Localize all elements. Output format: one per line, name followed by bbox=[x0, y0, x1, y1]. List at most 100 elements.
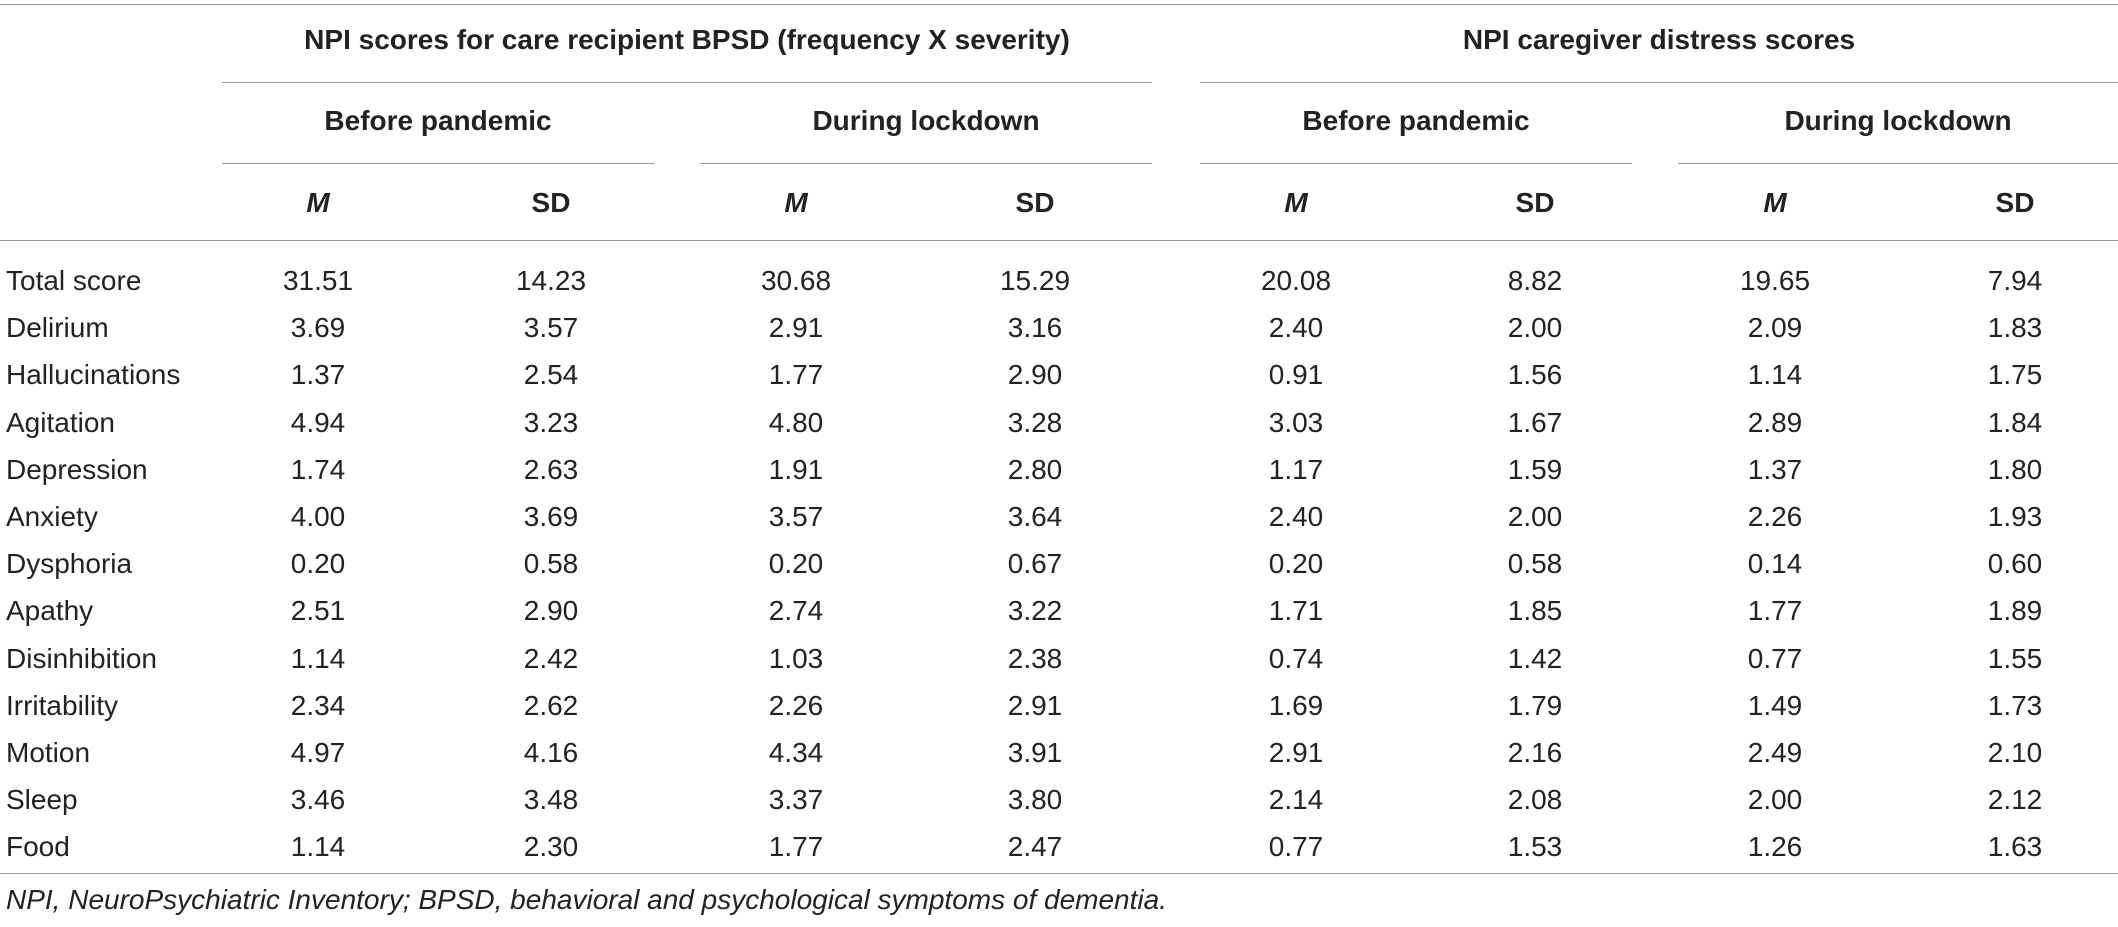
table-row: Total score 31.51 14.23 30.68 15.29 20.0… bbox=[0, 257, 2118, 304]
row-label: Total score bbox=[6, 265, 142, 296]
cell-value: 1.63 bbox=[1987, 831, 2043, 863]
cell-value: 1.75 bbox=[1987, 359, 2043, 391]
table-row: Sleep 3.46 3.48 3.37 3.80 2.14 2.08 2.00… bbox=[0, 776, 2118, 823]
cell-value: 1.73 bbox=[1987, 689, 2043, 721]
table-row: Dysphoria 0.20 0.58 0.20 0.67 0.20 0.58 … bbox=[0, 540, 2118, 587]
cell-value: 0.20 bbox=[1268, 548, 1324, 580]
cell-value: 2.08 bbox=[1507, 784, 1563, 816]
cell-value: 7.94 bbox=[1987, 265, 2043, 296]
table-bottom-rule bbox=[0, 873, 2118, 874]
cell-value: 1.77 bbox=[768, 831, 824, 863]
stat-header-sd: SD bbox=[1515, 187, 1555, 218]
cell-value: 1.74 bbox=[290, 453, 346, 485]
cell-value: 1.56 bbox=[1507, 359, 1563, 391]
cell-value: 2.62 bbox=[523, 689, 579, 721]
table-body: Total score 31.51 14.23 30.68 15.29 20.0… bbox=[0, 257, 2118, 870]
cell-value: 2.91 bbox=[1268, 736, 1324, 768]
cell-value: 1.89 bbox=[1987, 595, 2043, 627]
cell-value: 0.91 bbox=[1268, 359, 1324, 391]
cell-value: 1.83 bbox=[1987, 312, 2043, 344]
cell-value: 1.55 bbox=[1987, 642, 2043, 674]
stat-header-m: M bbox=[306, 187, 330, 218]
period-rule-bpsd-before bbox=[222, 163, 654, 164]
period-rule-bpsd-during bbox=[700, 163, 1152, 164]
cell-value: 8.82 bbox=[1507, 265, 1563, 296]
cell-value: 1.37 bbox=[290, 359, 346, 391]
cell-value: 2.49 bbox=[1747, 736, 1803, 768]
cell-value: 1.37 bbox=[1747, 453, 1803, 485]
cell-value: 1.69 bbox=[1268, 689, 1324, 721]
cell-value: 2.38 bbox=[1007, 642, 1063, 674]
row-label: Disinhibition bbox=[6, 642, 157, 674]
cell-value: 3.48 bbox=[523, 784, 579, 816]
cell-value: 3.37 bbox=[768, 784, 824, 816]
cell-value: 2.74 bbox=[768, 595, 824, 627]
cell-value: 0.58 bbox=[1507, 548, 1563, 580]
table-top-rule bbox=[0, 4, 2118, 5]
cell-value: 2.26 bbox=[768, 689, 824, 721]
group-header-bpsd: NPI scores for care recipient BPSD (freq… bbox=[304, 24, 1070, 55]
period-header-distress-during: During lockdown bbox=[1784, 105, 2012, 136]
row-label: Motion bbox=[6, 736, 91, 768]
table-row: Apathy 2.51 2.90 2.74 3.22 1.71 1.85 1.7… bbox=[0, 587, 2118, 634]
cell-value: 2.09 bbox=[1747, 312, 1803, 344]
cell-value: 1.14 bbox=[290, 831, 346, 863]
cell-value: 3.91 bbox=[1007, 736, 1063, 768]
row-label: Sleep bbox=[6, 784, 78, 816]
cell-value: 1.14 bbox=[1747, 359, 1803, 391]
cell-value: 3.69 bbox=[523, 500, 579, 532]
group-header-distress: NPI caregiver distress scores bbox=[1462, 24, 1856, 55]
cell-value: 2.10 bbox=[1987, 736, 2043, 768]
cell-value: 3.22 bbox=[1007, 595, 1063, 627]
cell-value: 2.54 bbox=[523, 359, 579, 391]
row-label: Anxiety bbox=[6, 500, 98, 532]
stat-header-sd: SD bbox=[531, 187, 571, 218]
table-row: Irritability 2.34 2.62 2.26 2.91 1.69 1.… bbox=[0, 682, 2118, 729]
cell-value: 2.00 bbox=[1507, 500, 1563, 532]
cell-value: 4.94 bbox=[290, 406, 346, 438]
group-rule-distress bbox=[1200, 82, 2118, 83]
cell-value: 3.03 bbox=[1268, 406, 1324, 438]
row-label: Delirium bbox=[6, 312, 109, 344]
cell-value: 2.47 bbox=[1007, 831, 1063, 863]
cell-value: 2.90 bbox=[523, 595, 579, 627]
cell-value: 31.51 bbox=[282, 265, 354, 296]
cell-value: 14.23 bbox=[515, 265, 587, 296]
cell-value: 20.08 bbox=[1260, 265, 1332, 296]
cell-value: 1.14 bbox=[290, 642, 346, 674]
cell-value: 2.80 bbox=[1007, 453, 1063, 485]
cell-value: 1.59 bbox=[1507, 453, 1563, 485]
stat-header-m: M bbox=[1284, 187, 1308, 218]
cell-value: 2.51 bbox=[290, 595, 346, 627]
cell-value: 3.23 bbox=[523, 406, 579, 438]
cell-value: 2.90 bbox=[1007, 359, 1063, 391]
cell-value: 3.46 bbox=[290, 784, 346, 816]
row-label: Hallucinations bbox=[6, 359, 181, 391]
cell-value: 2.14 bbox=[1268, 784, 1324, 816]
stat-header-m: M bbox=[1763, 187, 1787, 218]
cell-value: 3.57 bbox=[523, 312, 579, 344]
period-header-bpsd-before: Before pandemic bbox=[324, 105, 552, 136]
cell-value: 1.91 bbox=[768, 453, 824, 485]
table-footnote: NPI, NeuroPsychiatric Inventory; BPSD, b… bbox=[6, 884, 1167, 915]
cell-value: 19.65 bbox=[1739, 265, 1811, 296]
cell-value: 4.34 bbox=[768, 736, 824, 768]
cell-value: 4.00 bbox=[290, 500, 346, 532]
cell-value: 2.89 bbox=[1747, 406, 1803, 438]
cell-value: 2.12 bbox=[1987, 784, 2043, 816]
cell-value: 15.29 bbox=[999, 265, 1071, 296]
cell-value: 0.77 bbox=[1747, 642, 1803, 674]
table-row: Depression 1.74 2.63 1.91 2.80 1.17 1.59… bbox=[0, 446, 2118, 493]
table-row: Food 1.14 2.30 1.77 2.47 0.77 1.53 1.26 … bbox=[0, 823, 2118, 870]
period-header-distress-before: Before pandemic bbox=[1302, 105, 1530, 136]
cell-value: 3.16 bbox=[1007, 312, 1063, 344]
row-label: Apathy bbox=[6, 595, 94, 627]
cell-value: 2.63 bbox=[523, 453, 579, 485]
cell-value: 3.80 bbox=[1007, 784, 1063, 816]
cell-value: 2.00 bbox=[1747, 784, 1803, 816]
cell-value: 0.58 bbox=[523, 548, 579, 580]
row-label: Irritability bbox=[6, 689, 119, 721]
cell-value: 2.16 bbox=[1507, 736, 1563, 768]
cell-value: 3.69 bbox=[290, 312, 346, 344]
row-label: Agitation bbox=[6, 406, 115, 438]
